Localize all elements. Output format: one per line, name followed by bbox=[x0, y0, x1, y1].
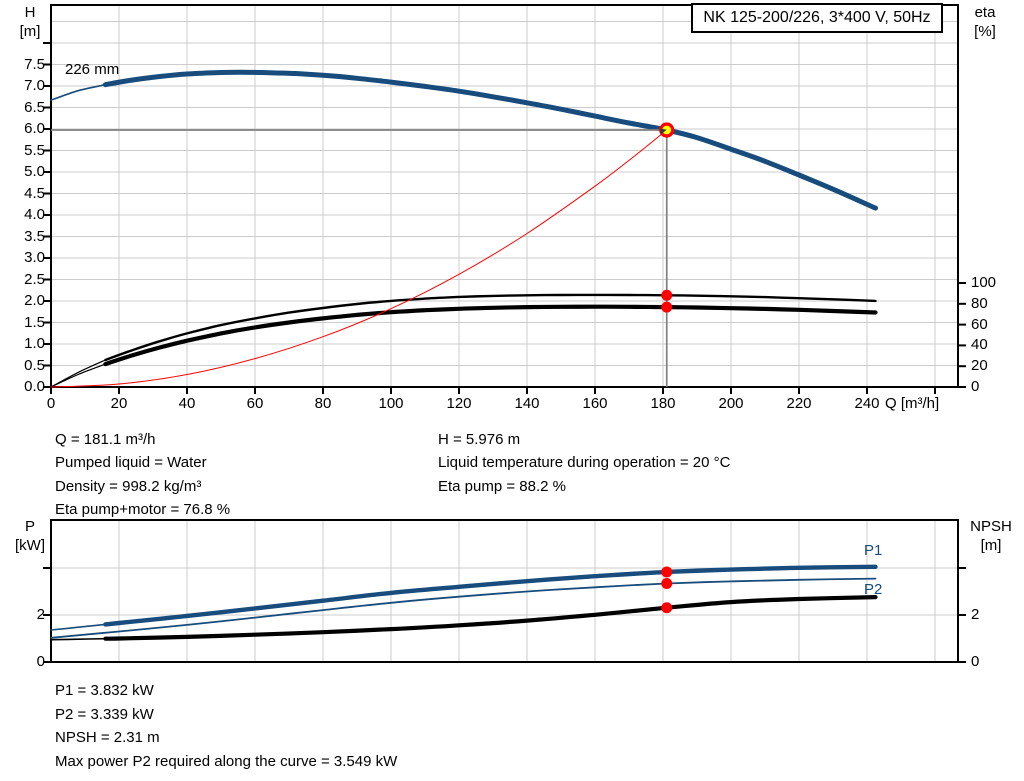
npsh-curve bbox=[103, 595, 878, 641]
top-right-tick-label: 0 bbox=[971, 378, 980, 395]
bottom-left-tick-label: 0 bbox=[36, 653, 45, 670]
top-x-tick-label: 160 bbox=[582, 395, 608, 412]
eta-pump-line: Eta pump = 88.2 % bbox=[438, 477, 566, 495]
duty-eta-pump-dot bbox=[661, 289, 673, 301]
top-left-tick-label: 5.0 bbox=[24, 163, 45, 180]
top-left-tick-label: 7.5 bbox=[24, 55, 45, 73]
top-x-tick-label: 240 bbox=[854, 395, 880, 412]
npsh-axis-title: NPSH [m] bbox=[960, 517, 1022, 555]
bottom-right-tick-label: 0 bbox=[971, 653, 980, 670]
top-x-tick-label: 220 bbox=[786, 395, 812, 412]
duty-npsh-dot bbox=[661, 602, 673, 614]
max-power-result-line: Max power P2 required along the curve = … bbox=[55, 752, 398, 770]
top-x-tick-label: 20 bbox=[110, 395, 128, 412]
top-right-tick-label: 100 bbox=[971, 274, 997, 291]
top-left-tick-label: 6.5 bbox=[24, 98, 45, 116]
top-left-tick-label: 5.5 bbox=[24, 141, 45, 159]
top-x-tick-label: 140 bbox=[514, 395, 540, 412]
flow-value-line: Q = 181.1 m³/h bbox=[55, 431, 156, 448]
system-curve bbox=[50, 129, 668, 388]
top-left-tick-label: 3.5 bbox=[24, 227, 45, 245]
top-right-tick-label: 80 bbox=[971, 294, 988, 312]
p1-curve-label: P1 bbox=[864, 542, 883, 559]
q-axis-title: Q [m³/h] bbox=[885, 395, 940, 412]
p2-result-line: P2 = 3.339 kW bbox=[55, 705, 154, 723]
top-x-tick-label: 100 bbox=[378, 395, 404, 412]
top-left-tick-label: 1.0 bbox=[24, 335, 45, 352]
top-x-tick-label: 40 bbox=[178, 395, 196, 412]
eta-axis-title-unit: [%] bbox=[974, 23, 996, 40]
top-left-tick-label: 4.0 bbox=[24, 206, 45, 223]
p-axis-title-symbol: P bbox=[24, 518, 35, 535]
operating-conditions-right: H = 5.976 m Liquid temperature during op… bbox=[438, 428, 730, 498]
top-x-tick-label: 120 bbox=[446, 395, 472, 412]
duty-p2-dot bbox=[661, 578, 673, 590]
top-right-tick-label: 20 bbox=[971, 357, 988, 375]
top-left-tick-label: 7.0 bbox=[24, 77, 45, 94]
duty-eta-pump-motor-dot bbox=[661, 301, 673, 313]
top-left-tick-label: 0.0 bbox=[24, 378, 45, 395]
pump-model-title-box: NK 125-200/226, 3*400 V, 50Hz bbox=[691, 3, 943, 33]
duty-p1-dot bbox=[661, 566, 673, 578]
bottom-right-tick-label: 2 bbox=[971, 606, 980, 623]
density-line: Density = 998.2 kg/m³ bbox=[55, 477, 202, 495]
top-left-tick-label: 1.5 bbox=[24, 313, 45, 331]
npsh-axis-title-symbol: NPSH bbox=[970, 518, 1012, 535]
npsh-curve bbox=[50, 637, 107, 641]
h-axis-title-unit: [m] bbox=[19, 23, 41, 40]
head-value-line: H = 5.976 m bbox=[438, 431, 521, 448]
duty-point-pointer bbox=[660, 128, 667, 135]
p1-result-line: P1 = 3.832 kW bbox=[55, 682, 154, 699]
top-right-tick-label: 40 bbox=[971, 336, 988, 354]
top-left-tick-label: 2.5 bbox=[24, 270, 45, 288]
top-x-tick-label: 0 bbox=[46, 395, 56, 412]
impeller-diameter-label: 226 mm bbox=[65, 61, 120, 78]
bottom-left-tick-label: 2 bbox=[36, 606, 45, 623]
results-panel: P1 = 3.832 kW P2 = 3.339 kW NPSH = 2.31 … bbox=[55, 679, 397, 773]
top-left-tick-label: 3.0 bbox=[24, 249, 45, 266]
p1-curve bbox=[50, 623, 107, 631]
h-axis-title: H [m] bbox=[8, 3, 52, 41]
eta-pump-motor-curve bbox=[103, 304, 878, 367]
head-curve-226mm bbox=[102, 69, 878, 211]
top-x-tick-label: 200 bbox=[718, 395, 744, 412]
top-x-tick-label: 80 bbox=[314, 395, 332, 412]
top-chart-frame bbox=[50, 4, 959, 388]
top-left-tick-label: 0.5 bbox=[24, 356, 45, 374]
p2-curve-label: P2 bbox=[864, 581, 883, 598]
bottom-chart-frame bbox=[50, 519, 959, 663]
top-right-tick-label: 60 bbox=[971, 315, 988, 333]
eta-pump-curve bbox=[104, 293, 877, 362]
h-axis-title-symbol: H bbox=[24, 4, 36, 21]
p1-curve bbox=[103, 564, 878, 627]
eta-axis-title-symbol: eta bbox=[974, 4, 996, 21]
top-left-tick-label: 2.0 bbox=[24, 292, 45, 309]
npsh-result-line: NPSH = 2.31 m bbox=[55, 729, 160, 747]
pumped-liquid-line: Pumped liquid = Water bbox=[55, 454, 207, 472]
liquid-temperature-line: Liquid temperature during operation = 20… bbox=[438, 454, 731, 472]
top-x-tick-label: 180 bbox=[650, 395, 676, 412]
eta-pump-motor-line: Eta pump+motor = 76.8 % bbox=[55, 501, 231, 519]
p2-curve bbox=[50, 577, 877, 639]
p-axis-title-unit: [kW] bbox=[15, 537, 45, 554]
top-left-tick-label: 4.5 bbox=[24, 184, 45, 202]
p-axis-title: P [kW] bbox=[8, 517, 52, 555]
eta-pump-motor-curve bbox=[50, 363, 106, 388]
eta-axis-title: eta [%] bbox=[962, 3, 1008, 41]
top-left-tick-label: 6.0 bbox=[24, 120, 45, 137]
operating-conditions-left: Q = 181.1 m³/h Pumped liquid = Water Den… bbox=[55, 428, 230, 522]
head-curve-226mm bbox=[50, 83, 107, 101]
top-x-tick-label: 60 bbox=[246, 395, 264, 412]
npsh-axis-title-unit: [m] bbox=[980, 537, 1002, 554]
